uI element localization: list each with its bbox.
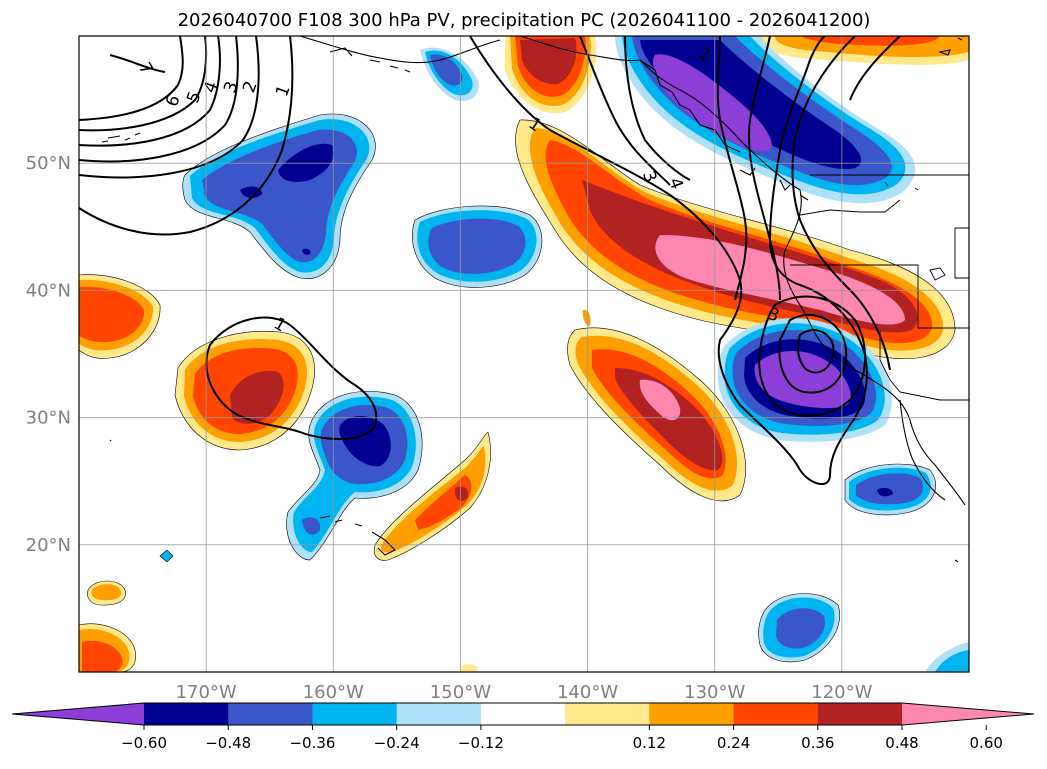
longitude-tick-labels: 170°W 160°W 150°W 140°W 130°W 120°W	[176, 682, 873, 703]
colorbar-bin	[733, 703, 819, 725]
colorbar: −0.60 −0.48 −0.36 −0.24 −0.12 0.12 0.24 0.36 0.4…	[11, 702, 1035, 752]
colorbar-tick-label: −0.60	[121, 734, 167, 752]
positive-blob-subtropical	[567, 309, 747, 502]
negative-band-bc	[615, 36, 916, 204]
negative-diamond	[159, 549, 174, 563]
colorbar-tick-label: 0.24	[717, 734, 750, 752]
colorbar-tick-label: −0.24	[374, 734, 420, 752]
colorbar-tick-label: 0.48	[885, 734, 918, 752]
colorbar-bin	[312, 703, 398, 725]
negative-blob-125w-12n	[758, 593, 840, 663]
latitude-tick-label: 30°N	[26, 408, 71, 429]
colorbar-extend-high	[902, 703, 1034, 725]
positive-blob-170w	[174, 331, 315, 451]
negative-blob-118w-22n	[844, 463, 937, 516]
map-frame	[78, 35, 970, 673]
longitude-tick-label: 150°W	[430, 682, 491, 703]
latitude-tick-label: 20°N	[26, 535, 71, 556]
longitude-tick-label: 160°W	[303, 682, 364, 703]
colorbar-bin	[565, 703, 650, 725]
longitude-tick-label: 140°W	[557, 682, 618, 703]
negative-blob-california	[717, 318, 892, 442]
colorbar-bin	[228, 703, 313, 725]
colorbar-bin	[817, 703, 903, 725]
colorbar-tick-label: −0.12	[458, 734, 504, 752]
negative-blob-150w	[412, 205, 543, 288]
positive-strip-top-right	[760, 36, 969, 65]
negative-blob-160w-50n	[182, 113, 376, 279]
colorbar-bin	[144, 703, 229, 725]
colorbar-tick-label: 0.36	[801, 734, 834, 752]
figure-title: 2026040700 F108 300 hPa PV, precipitatio…	[178, 10, 871, 31]
positive-band-west-coast	[515, 119, 956, 360]
colorbar-tick-label: −0.36	[289, 734, 335, 752]
positive-blob-left-edge	[79, 274, 161, 359]
political-borders	[790, 174, 969, 401]
colorbar-tick-label: −0.48	[205, 734, 251, 752]
latitude-tick-label: 50°N	[26, 153, 71, 174]
colorbar-tick-label: 0.12	[633, 734, 666, 752]
coastlines	[101, 36, 966, 563]
positive-blob-gulf	[505, 36, 597, 114]
longitude-tick-label: 170°W	[176, 682, 237, 703]
latitude-tick-label: 40°N	[26, 280, 71, 301]
precipitation-field: 7 6 5 4 3 2 1 1 1 3 4 1 3	[79, 36, 969, 672]
colorbar-tick-label: 0.60	[970, 734, 1003, 752]
pv-contours	[79, 36, 901, 485]
latitude-tick-labels: 20°N 30°N 40°N 50°N	[26, 153, 71, 556]
longitude-tick-label: 120°W	[811, 682, 872, 703]
positive-blobs-bottom-left	[79, 580, 478, 672]
colorbar-bin	[396, 703, 482, 725]
positive-streak-hawaii	[373, 431, 491, 561]
colorbar-extend-low	[12, 703, 144, 725]
negative-corner-bottom-right	[925, 642, 969, 672]
colorbar-bin	[649, 703, 735, 725]
colorbar-bin	[480, 703, 566, 725]
gridlines	[79, 36, 969, 672]
longitude-tick-label: 130°W	[684, 682, 745, 703]
